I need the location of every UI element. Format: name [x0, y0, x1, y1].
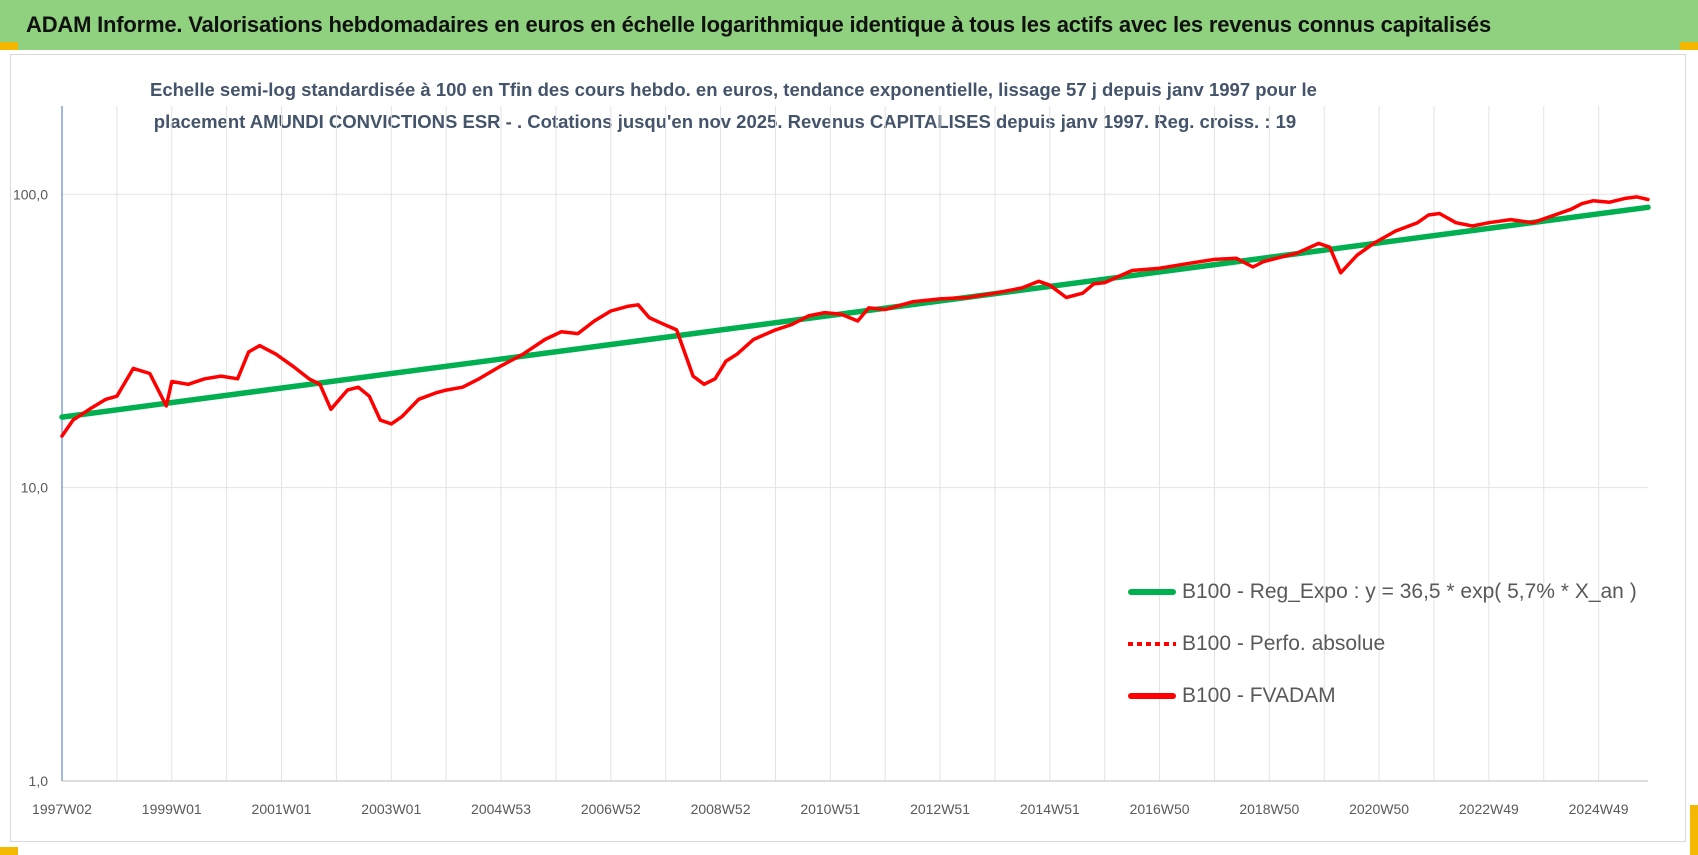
legend-item-perfo: B100 - Perfo. absolue	[1128, 618, 1648, 670]
legend-swatch-trend	[1128, 589, 1176, 595]
x-tick-label: 2003W01	[361, 801, 421, 817]
report-title: ADAM Informe. Valorisations hebdomadaire…	[26, 12, 1491, 37]
series-lines	[59, 195, 1651, 438]
axes	[61, 106, 1648, 782]
x-tick-label: 2018W50	[1239, 801, 1299, 817]
x-tick-label: 2012W51	[910, 801, 970, 817]
x-tick-label: 2020W50	[1349, 801, 1409, 817]
corner-accent-top-left	[0, 42, 18, 50]
legend-label-trend: B100 - Reg_Expo : y = 36,5 * exp( 5,7% *…	[1182, 580, 1637, 603]
chart-legend: B100 - Reg_Expo : y = 36,5 * exp( 5,7% *…	[1128, 566, 1648, 722]
x-tick-label: 1999W01	[142, 801, 202, 817]
x-tick-label: 2001W01	[252, 801, 312, 817]
legend-swatch-fvadam	[1128, 693, 1176, 699]
x-tick-label: 2022W49	[1459, 801, 1519, 817]
chart-title: Echelle semi-log standardisée à 100 en T…	[150, 74, 1317, 138]
corner-accent-bottom-right	[1690, 805, 1698, 855]
legend-swatch-perfo	[1128, 642, 1176, 646]
corner-accent-top-right	[1680, 42, 1698, 50]
report-banner: ADAM Informe. Valorisations hebdomadaire…	[0, 0, 1698, 50]
legend-label-fvadam: B100 - FVADAM	[1182, 684, 1336, 707]
x-tick-label: 2010W51	[800, 801, 860, 817]
legend-item-trend: B100 - Reg_Expo : y = 36,5 * exp( 5,7% *…	[1128, 566, 1648, 618]
y-tick-label: 1,0	[29, 773, 49, 789]
corner-accent-bottom-left	[0, 847, 18, 855]
x-tick-label: 2004W53	[471, 801, 531, 817]
tick-labels: 1,0 10,0 100,0 1997W02 1999W01 2001W01 2003W01…	[13, 186, 1629, 817]
x-tick-label: 2024W49	[1569, 801, 1629, 817]
legend-item-fvadam: B100 - FVADAM	[1128, 670, 1648, 722]
y-tick-label: 10,0	[21, 480, 48, 496]
x-tick-label: 2008W52	[691, 801, 751, 817]
legend-label-perfo: B100 - Perfo. absolue	[1182, 632, 1386, 655]
x-tick-label: 2016W50	[1130, 801, 1190, 817]
x-tick-label: 2006W52	[581, 801, 641, 817]
trend-line	[59, 204, 1651, 420]
y-tick-label: 100,0	[13, 186, 48, 202]
chart-title-line-2: placement AMUNDI CONVICTIONS ESR - . Cot…	[153, 111, 1297, 132]
x-tick-label: 1997W02	[32, 801, 92, 817]
chart-frame	[10, 54, 1686, 842]
chart-title-line-1: Echelle semi-log standardisée à 100 en T…	[150, 79, 1317, 100]
x-tick-label: 2014W51	[1020, 801, 1080, 817]
fvadam-line	[60, 195, 1650, 438]
